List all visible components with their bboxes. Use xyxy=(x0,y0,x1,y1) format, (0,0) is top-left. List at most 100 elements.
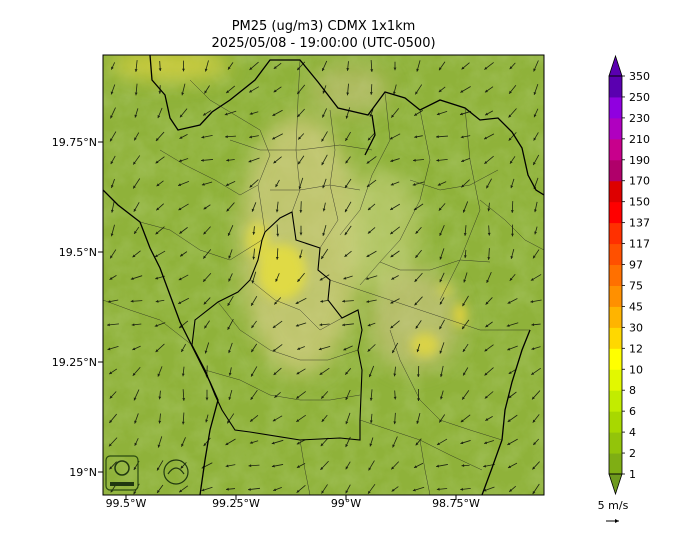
wind-arrowhead xyxy=(154,324,158,327)
colorbar-segment xyxy=(609,285,622,307)
wind-arrowhead xyxy=(249,112,253,115)
wind-key-label: 5 m/s xyxy=(598,499,629,512)
wind-arrowhead xyxy=(203,206,207,210)
lat-tick-label: 19°N xyxy=(69,466,97,479)
wind-arrowhead xyxy=(344,185,348,189)
wind-arrowhead xyxy=(436,112,440,116)
lon-tick-label: 99.25°W xyxy=(212,497,260,510)
wind-arrowhead xyxy=(178,159,182,163)
wind-arrowhead xyxy=(134,230,137,234)
wind-arrowhead xyxy=(321,490,325,494)
wind-arrowhead xyxy=(391,488,395,492)
wind-arrowhead xyxy=(436,158,440,162)
colorbar-label: 8 xyxy=(629,384,636,397)
municipal-borders xyxy=(103,59,544,495)
wind-arrowhead xyxy=(533,114,537,118)
colorbar-label: 350 xyxy=(629,70,650,83)
wind-arrowhead xyxy=(134,420,137,424)
wind-arrowhead xyxy=(298,161,301,165)
wind-arrowhead xyxy=(250,418,254,422)
wind-arrowhead xyxy=(228,255,232,259)
colorbar-segment xyxy=(609,96,622,119)
wind-vectors xyxy=(107,60,542,495)
wind-arrowhead xyxy=(155,231,159,235)
wind-arrowhead xyxy=(509,90,512,94)
wind-arrowhead xyxy=(345,115,349,119)
lat-ticks: 19.75°N 19.5°N 19.25°N 19°N xyxy=(52,136,103,479)
colorbar-segment xyxy=(609,76,622,98)
wind-arrowhead xyxy=(322,68,325,72)
wind-arrowhead xyxy=(225,442,229,445)
wind-arrowhead xyxy=(158,91,162,94)
colorbar-label: 1 xyxy=(629,468,636,481)
colorbar-label: 2 xyxy=(629,447,636,460)
haze-layer xyxy=(110,55,460,375)
wind-arrowhead xyxy=(203,255,207,259)
wind-arrowhead xyxy=(412,183,416,186)
wind-arrowhead xyxy=(346,68,350,71)
wind-arrowhead xyxy=(344,209,348,213)
wind-arrowhead xyxy=(275,278,279,282)
wind-arrowhead xyxy=(273,66,277,69)
wind-arrowhead xyxy=(484,136,488,140)
wind-arrowhead xyxy=(415,254,419,258)
wind-arrowhead xyxy=(345,160,349,164)
wind-arrowhead xyxy=(226,90,230,94)
wind-arrowhead xyxy=(252,231,256,235)
wind-arrowhead xyxy=(299,210,303,213)
wind-arrowhead xyxy=(345,137,348,141)
wind-arrowhead xyxy=(179,325,183,329)
wind-arrowhead xyxy=(439,279,443,283)
wind-arrowhead xyxy=(227,420,230,424)
wind-arrowhead xyxy=(156,183,160,187)
wind-arrowhead xyxy=(320,299,324,303)
wind-arrowhead xyxy=(345,466,349,470)
wind-key-arrowhead xyxy=(615,519,619,523)
wind-arrowhead xyxy=(390,231,394,235)
wind-arrowhead xyxy=(413,158,416,162)
wind-arrowhead xyxy=(107,347,111,351)
wind-arrowhead xyxy=(108,443,112,447)
wind-arrowhead xyxy=(393,421,397,425)
wind-arrowhead xyxy=(484,161,488,164)
lat-tick-label: 19.5°N xyxy=(59,246,97,259)
wind-arrowhead xyxy=(439,256,443,260)
wind-arrowhead xyxy=(155,299,159,303)
wind-arrowhead xyxy=(274,301,278,305)
wind-arrowhead xyxy=(226,208,230,212)
wind-arrowhead xyxy=(109,277,113,280)
wind-arrowhead xyxy=(296,465,300,468)
wind-arrowhead xyxy=(224,112,228,116)
wind-arrowhead xyxy=(181,443,184,447)
wind-arrowhead xyxy=(460,487,464,491)
wind-arrowhead xyxy=(436,464,440,468)
wind-arrowhead xyxy=(134,137,137,141)
wind-arrowhead xyxy=(507,419,511,422)
wind-arrowhead xyxy=(273,372,277,375)
wind-arrowhead xyxy=(272,418,276,422)
chart-subtitle: 2025/05/08 - 19:00:00 (UTC-0500) xyxy=(211,36,436,51)
wind-arrowhead xyxy=(273,89,277,93)
wind-arrowhead xyxy=(417,398,420,401)
wind-key: 5 m/s xyxy=(598,499,629,523)
wind-arrowhead xyxy=(414,278,418,282)
wind-arrowhead xyxy=(486,185,489,189)
wind-arrowhead xyxy=(131,323,135,327)
wind-arrowhead xyxy=(345,444,349,448)
wind-arrowhead xyxy=(414,135,418,139)
colorbar-segment xyxy=(609,264,622,286)
wind-arrowhead xyxy=(486,279,490,283)
wind-arrowhead xyxy=(438,89,442,93)
wind-arrowhead xyxy=(154,254,158,257)
wind-arrowhead xyxy=(484,66,488,70)
wind-arrowhead xyxy=(533,68,536,72)
wind-arrowhead xyxy=(250,396,254,400)
wind-arrowhead xyxy=(251,208,255,212)
wind-arrowhead xyxy=(182,68,185,72)
colorbar-frame xyxy=(608,75,623,475)
wind-arrowhead xyxy=(201,488,205,492)
colorbar-segment xyxy=(609,222,622,245)
wind-arrowhead xyxy=(439,301,443,305)
wind-arrowhead xyxy=(509,277,513,281)
wind-arrowhead xyxy=(203,443,207,447)
